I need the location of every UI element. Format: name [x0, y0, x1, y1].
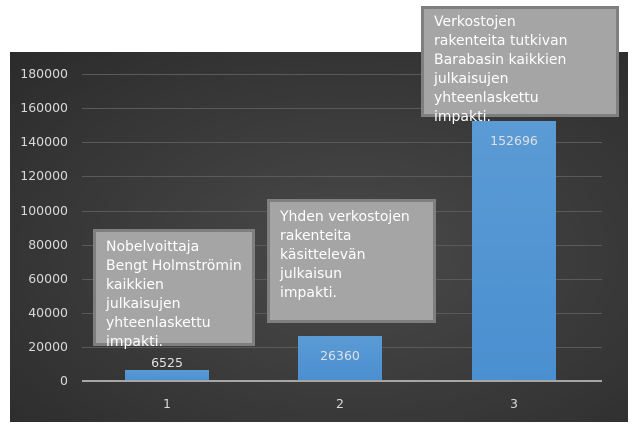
- y-tick-label: 160000: [20, 100, 68, 115]
- callout-bar-2: Yhden verkostojen rakenteita käsittelevä…: [267, 199, 436, 323]
- bar-2[interactable]: [298, 336, 382, 381]
- x-tick-label: 2: [336, 396, 344, 411]
- x-axis-line: [82, 380, 602, 382]
- bar-2-value-label: 26360: [320, 348, 360, 363]
- y-tick-label: 0: [60, 373, 68, 388]
- y-tick-label: 80000: [28, 237, 68, 252]
- x-tick-label: 3: [510, 396, 518, 411]
- gridline-180000: [82, 74, 602, 75]
- y-tick-label: 20000: [28, 339, 68, 354]
- x-tick-label: 1: [163, 396, 171, 411]
- gridline-160000: [82, 108, 602, 109]
- y-tick-label: 120000: [20, 168, 68, 183]
- bar-1[interactable]: [125, 370, 209, 381]
- bar-3[interactable]: [472, 121, 556, 381]
- y-tick-label: 60000: [28, 271, 68, 286]
- y-tick-label: 40000: [28, 305, 68, 320]
- bar-1-value-label: 6525: [151, 355, 183, 370]
- gridline-140000: [82, 142, 602, 143]
- y-tick-label: 180000: [20, 66, 68, 81]
- callout-bar-3: Verkostojen rakenteita tutkivan Barabasi…: [421, 6, 619, 125]
- callout-bar-1: Nobelvoittaja Bengt Holmströmin kaikkien…: [93, 229, 255, 350]
- y-tick-label: 140000: [20, 134, 68, 149]
- bar-3-value-label: 152696: [490, 133, 538, 148]
- y-tick-label: 100000: [20, 203, 68, 218]
- gridline-120000: [82, 176, 602, 177]
